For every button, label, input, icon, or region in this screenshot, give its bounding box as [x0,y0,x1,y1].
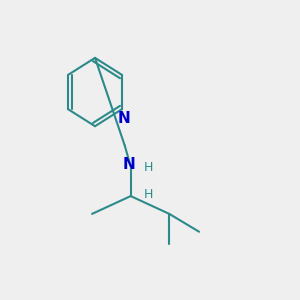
Text: H: H [144,188,153,201]
Text: H: H [144,161,153,174]
Text: N: N [123,158,136,172]
Text: N: N [117,111,130,126]
